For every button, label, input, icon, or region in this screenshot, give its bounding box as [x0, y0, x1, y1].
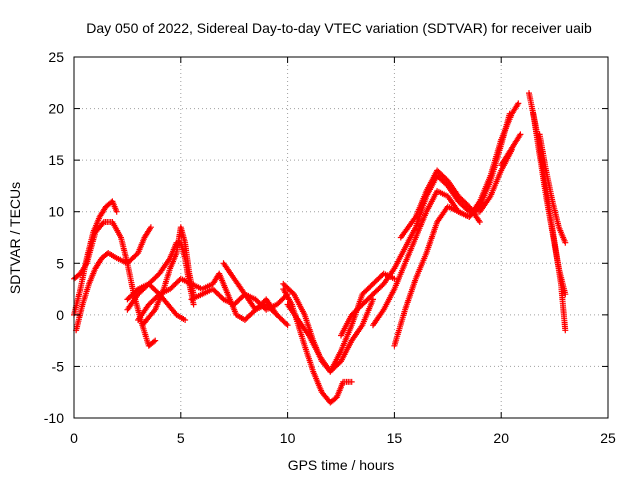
y-tick-label: -10 — [44, 410, 64, 426]
series-markers — [498, 131, 524, 169]
series-track-12 — [284, 270, 398, 375]
x-axis-label: GPS time / hours — [288, 457, 395, 473]
series-track-15 — [391, 100, 522, 349]
y-tick-label: 0 — [56, 307, 64, 323]
series-track-2 — [73, 224, 154, 334]
x-tick-label: 0 — [70, 430, 78, 446]
series-track-16 — [397, 167, 483, 241]
y-tick-label: 25 — [48, 49, 64, 65]
series-markers — [71, 198, 120, 318]
axis-ticks: 0 5 10 15 20 25 -10 -5 0 5 10 15 20 25 — [44, 49, 616, 446]
series-track-19 — [530, 110, 569, 298]
x-tick-label: 25 — [600, 430, 616, 446]
y-tick-label: -5 — [52, 358, 65, 374]
series-track-1 — [71, 198, 120, 318]
plot-frame — [73, 56, 609, 419]
series-markers — [391, 100, 522, 349]
series-track-20 — [536, 131, 569, 246]
series-markers — [397, 167, 483, 241]
series-track-9 — [220, 260, 291, 313]
series-markers — [284, 270, 398, 375]
x-tick-label: 20 — [493, 430, 509, 446]
y-tick-label: 15 — [48, 152, 64, 168]
y-axis-label: SDTVAR / TECUs — [7, 182, 23, 294]
y-tick-label: 20 — [48, 101, 64, 117]
series-markers — [530, 110, 569, 298]
series-markers — [536, 131, 569, 246]
series-track-17 — [498, 131, 524, 169]
data-series — [71, 90, 569, 406]
x-tick-label: 15 — [387, 430, 403, 446]
series-markers — [220, 260, 291, 313]
x-tick-label: 5 — [177, 430, 185, 446]
y-tick-label: 5 — [56, 255, 64, 271]
x-tick-label: 10 — [280, 430, 296, 446]
series-markers — [73, 224, 154, 334]
y-tick-label: 10 — [48, 204, 64, 220]
chart-title: Day 050 of 2022, Sidereal Day-to-day VTE… — [86, 20, 592, 36]
grid — [74, 57, 608, 418]
